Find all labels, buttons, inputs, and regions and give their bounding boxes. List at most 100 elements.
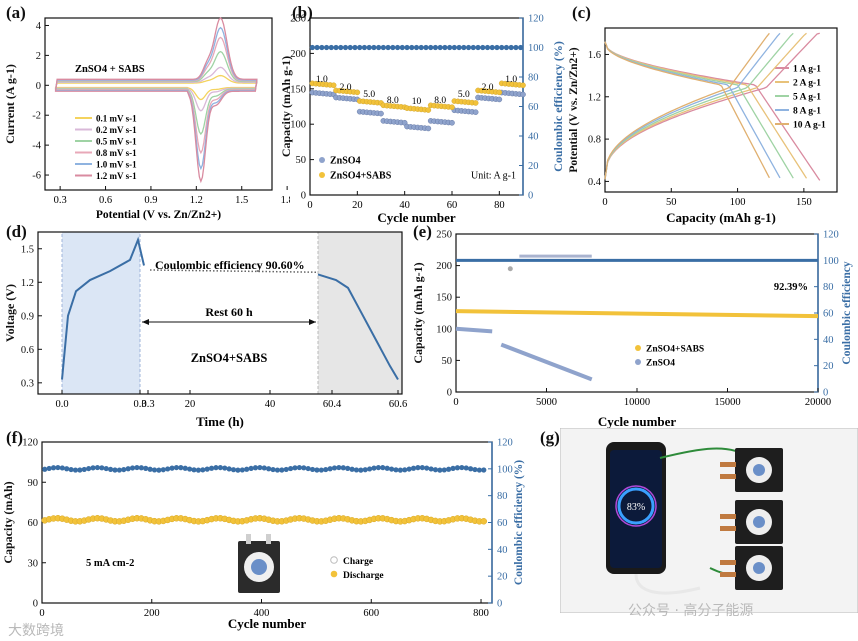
chart-f-xtick-label: 600: [363, 608, 379, 619]
panel-label-g: (g): [540, 428, 560, 447]
photo-g-device-demo: 83%: [560, 428, 858, 613]
chart-b-ce-point: [342, 44, 349, 51]
chart-f-xtick-label: 400: [254, 608, 270, 619]
chart-f-ce-point: [244, 466, 250, 472]
chart-a-legend-label: 0.5 mV s-1: [96, 137, 137, 147]
chart-f-r-ytick-label: 0: [497, 599, 502, 610]
chart-f-ce-point: [116, 467, 122, 473]
chart-b-ytick-label: 200: [290, 49, 306, 60]
chart-c-legend-label: 5 A g-1: [793, 93, 821, 103]
chart-b-ce-point: [371, 44, 377, 51]
chart-c-ylabel: Potential (V vs. Zn/Zn2+): [568, 47, 580, 172]
chart-b-rate-label: 8.0: [434, 96, 446, 106]
chart-b-ce-point: [328, 44, 334, 51]
chart-b-xlabel: Cycle number: [377, 210, 456, 225]
charging-ring-outer: [615, 485, 657, 527]
chart-b-capacity-point: [425, 125, 432, 132]
chart-c-discharge-line: [604, 41, 770, 179]
chart-f-ce-point: [222, 465, 228, 471]
chart-d-ytick-label: 0.3: [21, 378, 34, 389]
chart-d-rest-annotation: Rest 60 h: [205, 305, 253, 319]
chart-f-ce-point: [428, 466, 434, 472]
chart-f-ce-point: [481, 467, 487, 473]
chart-a-ytick-label: -2: [32, 111, 41, 122]
chart-f-ce-point: [182, 465, 188, 471]
chart-f-ce-point: [195, 467, 202, 473]
chart-f-ce-point: [107, 466, 114, 473]
chart-c-ytick-label: 0.8: [588, 135, 601, 146]
chart-c-legend-label: 2 A g-1: [793, 79, 821, 89]
chart-f-ce-point: [336, 464, 342, 471]
chart-b-ce-point: [456, 44, 462, 51]
chart-c-xtick-label: 150: [796, 197, 812, 208]
chart-a-xtick-label: 1.5: [235, 195, 248, 206]
chart-f-legend-marker: [330, 556, 338, 564]
chart-a-ytick-label: -4: [32, 141, 41, 152]
chart-e-ytick-label: 0: [447, 388, 452, 399]
chart-e-xtick-label: 0: [453, 397, 458, 408]
chart-a-xtick-label: 1.2: [190, 195, 203, 206]
chart-f-ce-point: [419, 464, 425, 471]
chart-b-capacity-point: [496, 89, 503, 96]
chart-b-legend-marker: [319, 172, 325, 178]
chart-f-xtick-label: 800: [473, 608, 489, 619]
chart-f-pouch-tab: [246, 534, 251, 544]
watermark-right: 公众号 · 高分子能源: [628, 603, 754, 619]
panel-label-f: (f): [6, 428, 23, 447]
chart-f-ce-point: [77, 467, 83, 473]
chart-e-r-ytick-label: 0: [823, 388, 828, 399]
chart-f-ce-point: [384, 465, 390, 471]
phone-screen: [610, 450, 662, 568]
chart-b-ce-point: [489, 44, 495, 51]
chart-b-capacity-point: [520, 82, 526, 89]
chart-a-legend-label: 0.2 mV s-1: [96, 125, 137, 135]
panel-label-c: (c): [572, 3, 591, 22]
charging-ring-icon: [617, 487, 655, 525]
chart-b-ce-point: [461, 44, 467, 51]
chart-f-ce-point: [340, 465, 346, 471]
chart-b-ce-point: [428, 44, 434, 51]
chart-f-ce-point: [213, 465, 219, 471]
pouch-cell-logo-inner: [753, 464, 765, 476]
copper-tab: [720, 560, 736, 565]
chart-e-ytick-label: 50: [442, 356, 453, 367]
chart-f-ce-point: [261, 465, 267, 471]
chart-a-xtick-label: 1.8: [281, 195, 290, 206]
chart-f-ce-point: [235, 467, 241, 473]
chart-b-ce-point: [347, 44, 353, 51]
chart-b-r-ytick-label: 20: [528, 161, 539, 172]
chart-b-legend-marker: [319, 157, 325, 163]
chart-f-r-ytick-label: 40: [497, 545, 508, 556]
chart-f-ce-point: [55, 464, 61, 471]
chart-a-ytick-label: 4: [36, 21, 42, 32]
chart-b-rate-label: 2.0: [340, 83, 352, 93]
chart-b-xtick-label: 20: [352, 200, 363, 211]
chart-b-ce-point: [319, 44, 325, 51]
chart-f-ce-point: [472, 466, 478, 473]
chart-b-ce-point: [470, 44, 476, 51]
chart-f-ce-point: [252, 465, 259, 471]
chart-e-ylabel2: Coulombic efficiency: [841, 261, 853, 364]
chart-b-ce-point: [385, 44, 391, 51]
chart-f-ce-point: [393, 467, 399, 473]
chart-e-ytick-label: 100: [436, 324, 452, 335]
chart-d-xlabel: Time (h): [196, 414, 244, 429]
chart-a-legend-label: 0.1 mV s-1: [96, 114, 137, 124]
chart-f-ce-point: [274, 467, 281, 473]
chart-b-rate-label: 2.0: [482, 83, 494, 93]
chart-d-ylabel: Voltage (V): [3, 284, 17, 342]
chart-c-xlabel: Capacity (mAh g-1): [666, 210, 776, 225]
chart-b-ce-point: [399, 44, 405, 51]
chart-f-ce-point: [424, 465, 430, 471]
chart-f-ce-point: [362, 467, 368, 473]
chart-f-ce-point: [86, 465, 92, 472]
chart-a-series-line: [54, 26, 258, 171]
chart-b-ytick-label: 150: [290, 84, 306, 95]
chart-b-ce-point: [338, 44, 344, 51]
chart-f-r-ytick-label: 100: [497, 464, 513, 475]
chart-f-ylabel2: Coulombic efficiency (%): [513, 460, 525, 585]
chart-b-ce-point: [418, 44, 424, 51]
chart-a-ytick-label: 0: [36, 81, 41, 92]
chart-b-r-ytick-label: 100: [528, 43, 544, 54]
pouch-cell-logo-inner: [753, 562, 765, 574]
